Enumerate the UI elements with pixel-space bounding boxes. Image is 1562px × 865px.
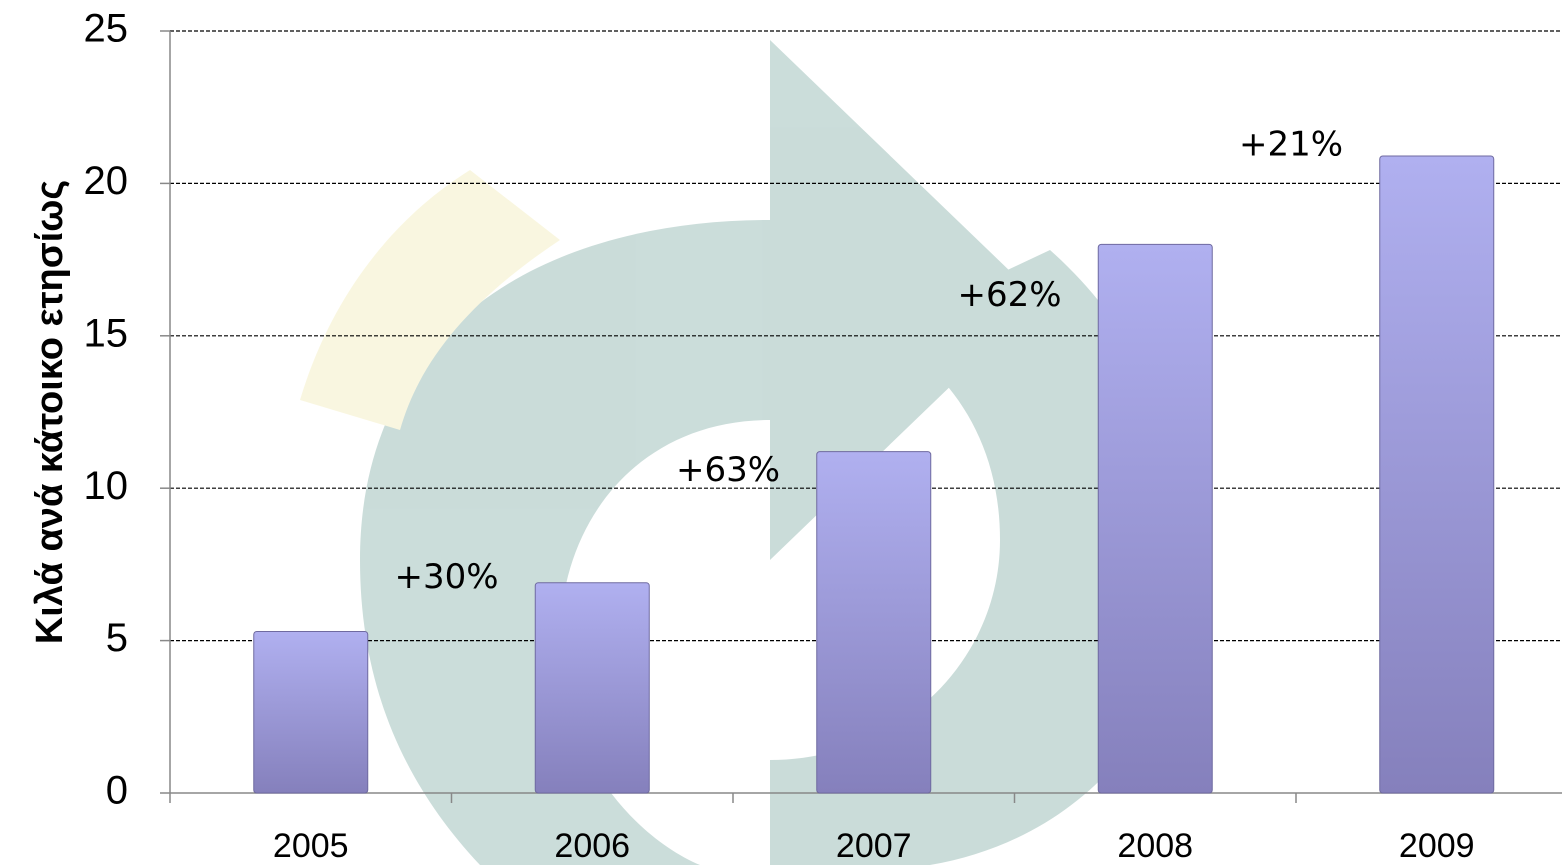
x-tick-label: 2006 (554, 827, 630, 865)
y-tick-label: 25 (84, 7, 129, 51)
annotation: +62% (957, 275, 1061, 315)
bar (534, 582, 650, 794)
x-tick-label: 2009 (1399, 827, 1475, 865)
y-tick-label: 0 (106, 769, 128, 813)
y-tick-label: 20 (84, 159, 129, 203)
y-tick-label: 5 (106, 616, 128, 660)
bar (816, 451, 932, 794)
annotation: +21% (1239, 124, 1343, 164)
annotation: +30% (394, 557, 498, 597)
annotation: +63% (676, 450, 780, 490)
x-tick-label: 2005 (273, 827, 349, 865)
x-tick-label: 2007 (836, 827, 912, 865)
y-tick-label: 15 (84, 311, 129, 355)
y-tick-label: 10 (84, 464, 129, 508)
y-axis-label: Κιλά ανά κάτοικο ετησίως (29, 180, 71, 644)
bar (1379, 155, 1495, 794)
background-watermark (300, 40, 1190, 865)
x-tick-label: 2008 (1117, 827, 1193, 865)
bar (1097, 243, 1213, 794)
bar (253, 630, 369, 794)
